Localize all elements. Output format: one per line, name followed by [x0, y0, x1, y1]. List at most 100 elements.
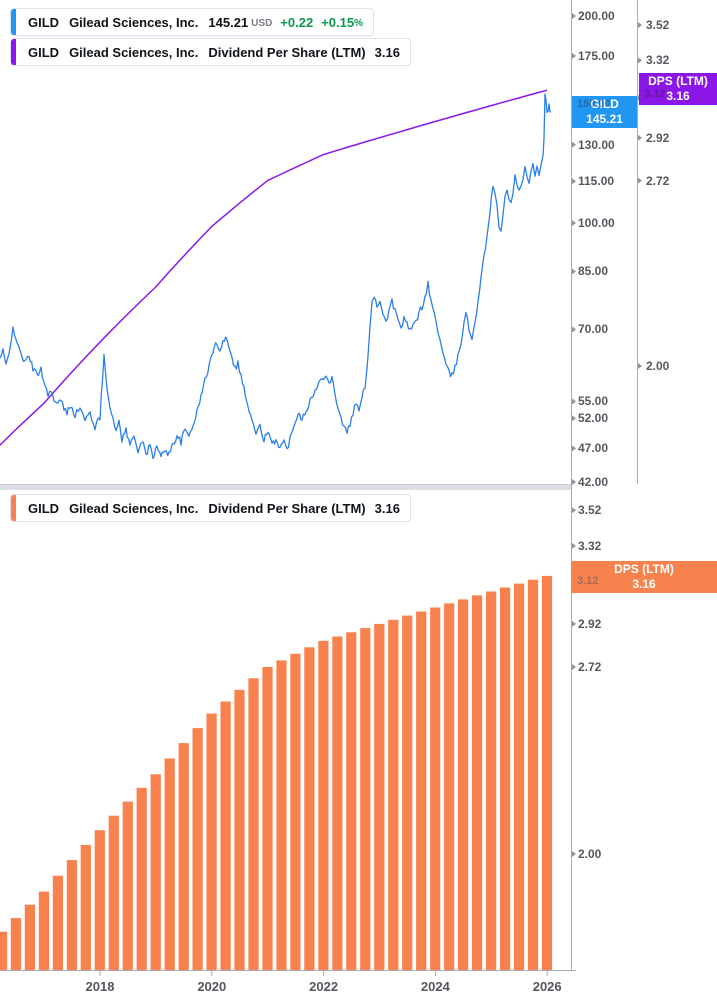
price-change-absolute: +0.22: [280, 14, 314, 30]
price-axis-label: 130.00: [578, 137, 615, 152]
dps-bar[interactable]: [164, 758, 175, 971]
axis-tick-arrow: [572, 479, 576, 485]
dps-scale-badge-top: 3.12 DPS (LTM) 3.16: [639, 73, 717, 105]
badge-value: 3.16: [632, 577, 656, 591]
axis-tick-arrow: [572, 398, 576, 405]
dps-axis-label: 2.00: [578, 847, 602, 861]
dps-bar[interactable]: [486, 591, 497, 971]
dps-bar[interactable]: [206, 713, 217, 971]
dps-bar[interactable]: [402, 615, 413, 970]
dps-bar[interactable]: [458, 599, 469, 970]
price-axis-label: 115.00: [578, 174, 615, 189]
time-scale[interactable]: [0, 970, 717, 1005]
legend-dps-series-bottom[interactable]: GILD Gilead Sciences, Inc. Dividend Per …: [10, 494, 411, 522]
company-name: Gilead Sciences, Inc.: [69, 14, 199, 30]
dps-bar[interactable]: [346, 632, 357, 970]
dps-axis-label: 3.32: [578, 538, 602, 553]
dps-bar[interactable]: [500, 587, 511, 971]
dps-bar[interactable]: [150, 774, 161, 970]
dps-bar[interactable]: [108, 815, 119, 970]
dps-bar[interactable]: [304, 647, 315, 970]
dps-bar[interactable]: [360, 628, 371, 970]
dps-axis-label: 2.72: [578, 660, 602, 675]
pane-divider-edge: [0, 484, 571, 485]
dps-bar[interactable]: [527, 579, 539, 970]
dps-bar[interactable]: [66, 860, 77, 970]
axis-tick-arrow: [638, 363, 642, 369]
price-scale-badge: 150.00 GILD 145.21: [572, 96, 637, 128]
price-axis-label: 42.00: [578, 475, 609, 489]
price-scale-top[interactable]: [571, 0, 637, 484]
time-axis-label: 2026: [532, 979, 562, 994]
dps-bar[interactable]: [10, 918, 21, 970]
dps-bar[interactable]: [248, 678, 259, 970]
dps-line-series[interactable]: [0, 89, 548, 457]
dps-scale-badge-bottom: 3.12 DPS (LTM) 3.16: [571, 561, 717, 593]
dps-bar[interactable]: [262, 667, 273, 970]
axis-tick-arrow: [638, 57, 642, 64]
series-color-stripe: [11, 9, 16, 35]
legend-dps-series-top[interactable]: GILD Gilead Sciences, Inc. Dividend Per …: [10, 38, 411, 66]
ticker-symbol: GILD: [28, 14, 60, 30]
axis-tick-arrow: [572, 851, 576, 857]
dps-bar[interactable]: [513, 583, 525, 970]
axis-tick-arrow: [572, 620, 576, 627]
last-price: 145.21: [208, 14, 249, 30]
dps-bar[interactable]: [220, 701, 231, 971]
dps-axis-label: 2.00: [646, 359, 670, 373]
covered-axis-label: 3.12: [644, 88, 666, 100]
dps-bar[interactable]: [234, 689, 245, 970]
price-axis-label: 100.00: [578, 215, 615, 230]
axis-tick-arrow: [572, 664, 576, 670]
axis-tick-arrow: [638, 22, 642, 29]
dps-bar[interactable]: [416, 611, 427, 971]
axis-tick-arrow: [572, 220, 576, 226]
legend-price-series[interactable]: GILD Gilead Sciences, Inc. 145.21 USD +0…: [10, 8, 375, 36]
dps-bar[interactable]: [38, 891, 49, 970]
dps-bar[interactable]: [374, 623, 385, 970]
axis-tick-arrow: [572, 268, 576, 275]
covered-axis-label: 3.12: [577, 575, 599, 587]
dps-bar[interactable]: [136, 787, 147, 970]
metric-value: 3.16: [374, 500, 400, 516]
dps-bar[interactable]: [24, 904, 35, 970]
dps-bar[interactable]: [332, 636, 343, 971]
ticker-symbol: GILD: [28, 44, 60, 60]
dps-bar[interactable]: [318, 640, 329, 970]
price-axis-label: 70.00: [578, 322, 609, 337]
dps-bar[interactable]: [430, 607, 441, 971]
dps-bar[interactable]: [0, 931, 8, 970]
price-axis-label: 175.00: [578, 48, 615, 63]
price-axis-label: 55.00: [578, 394, 609, 409]
dps-axis-label: 3.32: [646, 53, 670, 68]
axis-tick-arrow: [572, 445, 576, 452]
dps-bar[interactable]: [472, 595, 483, 970]
badge-price: 145.21: [586, 112, 623, 126]
dps-bar[interactable]: [541, 575, 553, 970]
pane-divider[interactable]: [0, 485, 571, 490]
dps-bar[interactable]: [80, 844, 91, 970]
dps-axis-label: 2.72: [646, 173, 670, 188]
axis-tick-arrow: [572, 326, 576, 333]
badge-value: 3.16: [666, 89, 690, 103]
metric-value: 3.16: [374, 44, 400, 60]
price-line-series[interactable]: [0, 93, 552, 460]
price-axis-label: 52.00: [578, 411, 609, 426]
dps-bar[interactable]: [122, 801, 133, 970]
dps-bar[interactable]: [276, 660, 287, 970]
dps-axis-label: 3.52: [578, 503, 602, 518]
dps-bar[interactable]: [178, 743, 189, 970]
dps-bar[interactable]: [290, 653, 301, 970]
dps-bar[interactable]: [388, 619, 399, 970]
series-color-stripe: [11, 39, 16, 65]
dps-bar[interactable]: [94, 830, 105, 970]
dps-bar[interactable]: [192, 728, 203, 970]
price-change-percent: +0.15: [321, 14, 355, 30]
dps-bar[interactable]: [52, 875, 63, 970]
metric-name: Dividend Per Share (LTM): [208, 500, 366, 516]
dps-bar[interactable]: [444, 603, 455, 970]
time-axis-label: 2020: [197, 979, 227, 994]
metric-name: Dividend Per Share (LTM): [208, 44, 366, 60]
